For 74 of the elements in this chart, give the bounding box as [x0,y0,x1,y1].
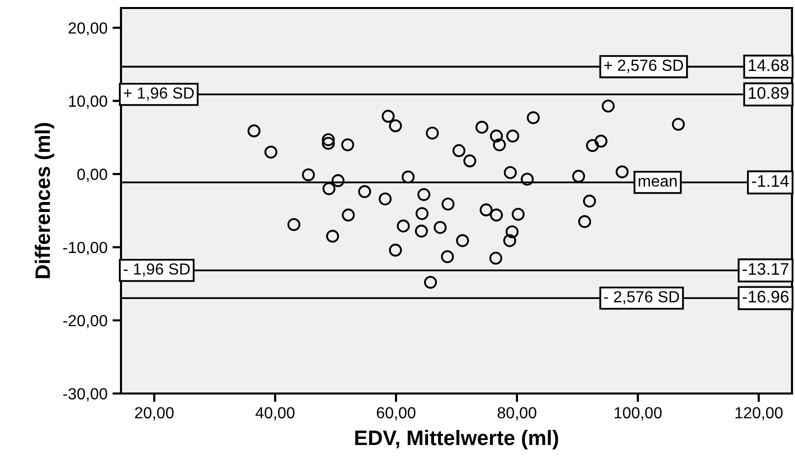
point [434,220,447,234]
point [322,182,336,196]
point [382,110,395,123]
point [506,130,520,142]
ref-line-label: + 2,576 SD [604,60,684,73]
annotation: -13.17 [742,263,788,275]
x-tick-label: 20,00 [135,407,174,420]
point [452,144,466,158]
x-tick-label: 40,00 [256,407,295,420]
point [416,207,429,220]
x-tick-label: 120,00 [736,407,783,420]
ref-line-label: mean [638,178,677,187]
x-tick-label: 80,00 [498,407,536,420]
annotation: 14.68 [748,59,788,72]
point [322,133,335,146]
point [322,136,335,150]
point [442,198,454,210]
y-tick-label: 10,00 [69,96,108,109]
point [594,134,608,148]
point [424,276,437,289]
y-axis-title: Differences (ml) [34,123,54,278]
point [492,138,506,152]
point [616,165,629,178]
point [417,188,430,201]
point [463,154,476,168]
point [520,172,534,186]
point [388,244,402,257]
point [248,124,260,138]
y-tick-label: -30,00 [63,388,108,402]
point [578,215,592,228]
annotation: 10.89 [748,87,788,99]
point [480,203,493,216]
point [358,185,372,198]
y-tick-label: 20,00 [68,22,108,36]
annotation: -1.14 [752,175,789,187]
point [583,194,596,208]
ref-line-label: + 1,96 SD [124,87,194,101]
point [302,168,315,182]
point [402,170,415,184]
point [672,118,685,131]
point [414,224,428,238]
point [586,139,599,152]
ref-line-label: - 2,576 SD [604,291,680,304]
point [456,234,470,248]
point [490,208,503,222]
y-tick-label: -20,00 [63,314,108,328]
point [506,225,519,238]
point [332,174,344,188]
ref-line-label: - 1,96 SD [124,263,190,277]
point [378,192,392,206]
x-tick-label: 60,00 [376,407,416,420]
point [287,218,300,231]
point [388,119,402,132]
point [264,146,278,159]
point [440,250,454,264]
point [342,208,355,222]
point [396,220,410,232]
y-tick-label: -10,00 [63,242,108,256]
point [503,234,516,248]
point [326,230,340,243]
x-axis-title: EDV, Mittelwerte (ml) [355,430,558,450]
point [526,111,540,124]
point [426,126,439,140]
point [475,120,488,134]
annotation: -16.96 [742,290,788,303]
point [341,138,354,152]
x-tick-label: 100,00 [614,407,662,420]
point [490,130,503,142]
point [572,170,586,183]
point [504,166,517,180]
point [602,100,615,112]
point [512,208,525,221]
point [489,252,502,265]
y-tick-label: 0,00 [77,168,108,182]
